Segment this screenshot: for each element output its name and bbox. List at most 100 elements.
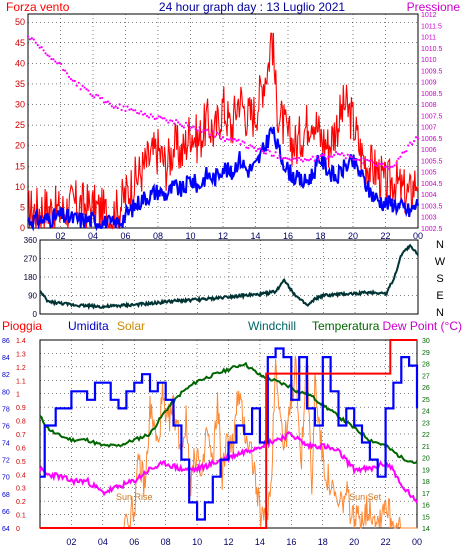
legend-windchill: Windchill <box>248 319 296 333</box>
pressure-point <box>297 156 301 160</box>
pressure-point <box>50 57 53 61</box>
x-tick-label: 14 <box>250 231 260 241</box>
pressure-point <box>112 106 115 109</box>
pressure-point <box>198 126 201 129</box>
temp-tick-label: 21 <box>422 444 430 451</box>
pressure-point <box>169 119 172 122</box>
compass-label: S <box>436 273 443 285</box>
sunrise-annotation: Sun Rise <box>116 492 153 502</box>
pressure-point <box>71 79 74 82</box>
wind-tick-label: 45 <box>15 38 25 48</box>
pressure-point <box>110 105 113 108</box>
x-tick-label: 12 <box>218 231 228 241</box>
pressure-point <box>278 154 281 157</box>
pressure-point <box>200 130 203 134</box>
wind-tick-label: 50 <box>15 17 25 27</box>
temp-tick-label: 16 <box>422 503 430 510</box>
rain-series <box>40 339 417 529</box>
x-tick-label: 08 <box>153 231 163 241</box>
pressure-tick-label: 1008.5 <box>421 91 443 98</box>
pressure-point <box>180 125 184 128</box>
pressure-point <box>73 79 76 83</box>
rain-tick-label: 0.3 <box>16 486 26 493</box>
x-tick-label: 20 <box>349 537 359 547</box>
pressure-point <box>126 105 129 108</box>
pressure-point <box>101 96 104 100</box>
pressure-point <box>140 110 143 113</box>
pressure-point <box>141 113 145 116</box>
pressure-point <box>350 155 353 159</box>
direction-tick-label: 180 <box>24 273 38 282</box>
pressure-point <box>331 155 334 158</box>
wind-gust-series <box>27 32 419 230</box>
direction-tick-label: 360 <box>24 236 38 245</box>
wind-tick-label: 10 <box>15 182 25 192</box>
pressure-point <box>91 94 94 98</box>
pressure-point <box>75 84 78 87</box>
pressure-point <box>255 149 258 153</box>
x-tick-label: 18 <box>315 231 325 241</box>
pressure-point <box>26 35 30 38</box>
direction-tick-label: 270 <box>24 255 38 264</box>
temp-tick-label: 17 <box>422 491 430 498</box>
x-tick-label: 00 <box>413 231 423 241</box>
pressure-point <box>196 129 199 132</box>
pressure-point <box>251 145 254 148</box>
pressure-point <box>192 125 195 128</box>
pressure-point <box>83 86 86 89</box>
pressure-point <box>229 137 232 140</box>
pressure-point <box>62 68 65 72</box>
pressure-tick-label: 1004 <box>421 192 437 199</box>
pressure-tick-label: 1004.5 <box>421 181 443 188</box>
chart-title: 24 hour graph day : 13 Luglio 2021 <box>159 0 345 14</box>
pressure-point <box>163 117 166 120</box>
pressure-point <box>288 158 291 161</box>
pressure-point <box>186 124 189 127</box>
pressure-point <box>63 69 67 72</box>
pressure-point <box>221 135 225 139</box>
pressure-point <box>413 139 416 143</box>
pressure-point <box>280 157 283 161</box>
pressure-point <box>231 138 234 142</box>
x-tick-label: 22 <box>380 231 390 241</box>
pressure-point <box>124 109 127 113</box>
rain-tick-label: 1.2 <box>16 365 26 372</box>
humidity-tick-label: 84 <box>2 355 10 362</box>
direction-tick-label: 90 <box>28 292 37 301</box>
pressure-point <box>38 46 41 49</box>
x-tick-label: 14 <box>255 537 265 547</box>
pressure-point <box>46 54 49 57</box>
humidity-series <box>40 347 419 521</box>
pressure-point <box>377 162 381 165</box>
pressure-point <box>374 163 377 167</box>
pressure-point <box>270 154 273 157</box>
wind-tick-label: 0 <box>20 223 25 233</box>
humidity-tick-label: 80 <box>2 389 10 396</box>
pressure-point <box>362 162 365 165</box>
rain-tick-label: 0.6 <box>16 445 26 452</box>
compass-label: E <box>436 290 443 302</box>
pressure-point <box>391 165 394 168</box>
pressure-point <box>136 111 139 115</box>
pressure-point <box>179 123 182 126</box>
pressure-point <box>387 167 390 170</box>
humidity-tick-label: 76 <box>2 423 10 430</box>
pressure-point <box>358 159 361 162</box>
wind-tick-label: 30 <box>15 100 25 110</box>
x-tick-label: 12 <box>223 537 233 547</box>
temp-tick-label: 23 <box>422 420 430 427</box>
legend-dew-point: Dew Point (°C) <box>383 319 462 333</box>
pressure-point <box>114 105 117 108</box>
wind-avg-series <box>27 126 419 232</box>
pressure-point <box>311 155 314 158</box>
temp-tick-label: 18 <box>422 479 430 486</box>
pressure-point <box>151 115 154 118</box>
pressure-point <box>294 157 297 160</box>
pressure-point <box>260 150 264 153</box>
temp-tick-label: 30 <box>422 338 430 345</box>
pressure-tick-label: 1006.5 <box>421 136 443 143</box>
pressure-point <box>253 146 256 149</box>
pressure-axis-label: Pressione <box>407 0 461 14</box>
pressure-point <box>165 119 168 122</box>
x-tick-label: 22 <box>381 537 391 547</box>
